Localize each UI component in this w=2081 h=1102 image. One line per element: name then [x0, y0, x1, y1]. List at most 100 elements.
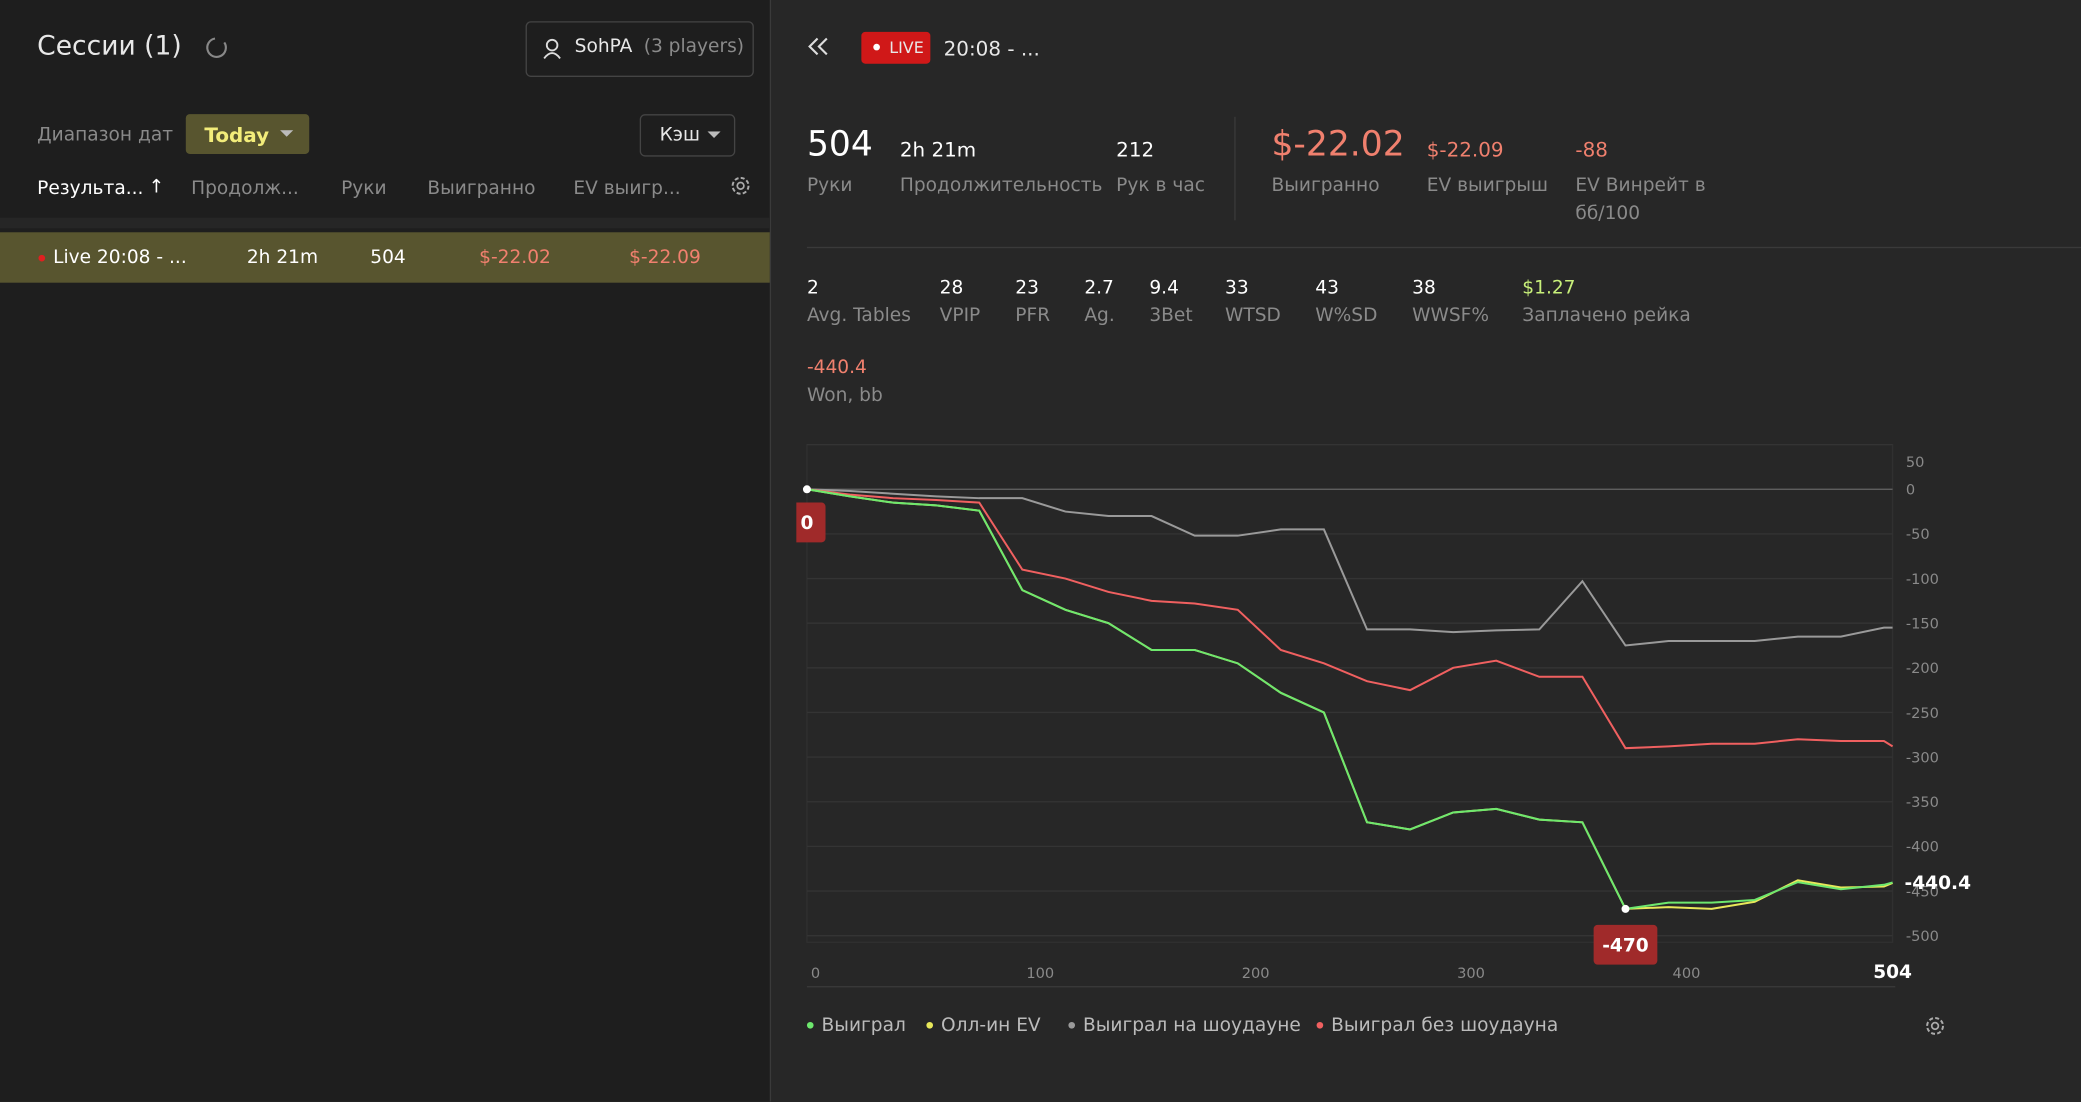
y-tick-label: -300 [1906, 749, 1939, 766]
legend-label: Выиграл [821, 1015, 906, 1037]
live-text: LIVE [889, 38, 924, 58]
stat-label: EV выигрыш [1426, 175, 1549, 197]
stat-value: 2 [806, 277, 819, 299]
legend-dot [1068, 1021, 1076, 1029]
y-tick-label: -50 [1906, 526, 1930, 543]
player-button[interactable]: SohPA (3 players) [525, 21, 754, 77]
series-line [806, 488, 1893, 647]
divider [1234, 116, 1236, 221]
point-marker [802, 485, 811, 494]
stat-value: 504 [806, 124, 873, 165]
cell: Live 20:08 - ... [53, 246, 187, 269]
date-range-label: Диапазон дат [37, 124, 174, 146]
stat-value: -440.4 [806, 357, 867, 379]
legend-label: Выиграл на шоудауне [1082, 1015, 1301, 1037]
stat-label: W%SD [1315, 305, 1378, 327]
stat-value: 212 [1116, 138, 1155, 162]
stat-value: 2.7 [1084, 277, 1114, 299]
column-header: Руки [341, 177, 387, 200]
y-tick-label: 0 [1906, 482, 1915, 499]
stat-label: Avg. Tables [806, 305, 911, 327]
session-title: 20:08 - ... [943, 37, 1040, 62]
cell: 504 [370, 246, 406, 269]
stat-value: $1.27 [1522, 277, 1576, 299]
stat-value: 33 [1225, 277, 1249, 299]
stat-value: 23 [1015, 277, 1039, 299]
y-tick-label: -100 [1906, 571, 1939, 588]
stat-value: $-22.09 [1426, 138, 1504, 162]
chart: 50 0 -50 -100 -150 -200 -250 -300 -350 -400 -450 -5… [796, 443, 1972, 983]
legend-label: Выиграл без шоудауна [1331, 1015, 1559, 1037]
x-tick-label: 100 [1026, 965, 1054, 982]
collapse-button[interactable] [807, 36, 831, 57]
cell: $-22.09 [629, 246, 701, 269]
annotation: -470 [1602, 935, 1649, 956]
game-type: Кэш [659, 124, 701, 146]
live-dot [38, 254, 46, 262]
column-header: EV выигр... [573, 177, 681, 200]
legend-dot [1316, 1021, 1324, 1029]
y-tick-label: 50 [1906, 454, 1925, 471]
player-name: SohPA [574, 35, 633, 58]
live-dot [873, 43, 880, 51]
x-tick-label: 504 [1873, 962, 1912, 983]
stat-label: VPIP [939, 305, 981, 327]
column-header: Выигранно [427, 177, 536, 200]
stat-label: EV Винрейт в бб/100 [1575, 175, 1706, 225]
y-tick-label: -400 [1906, 839, 1939, 856]
annotation: 0 [800, 513, 813, 534]
stat-label: Выигранно [1271, 175, 1380, 197]
stat-value: 9.4 [1149, 277, 1179, 299]
player-count: (3 players) [643, 35, 745, 58]
legend-dot [926, 1021, 934, 1029]
settings-icon[interactable] [1923, 1014, 1947, 1038]
date-range-value: Today [204, 123, 270, 148]
annotation-box [1593, 924, 1658, 965]
stat-label: Заплачено рейка [1522, 305, 1691, 327]
stat-label: Won, bb [806, 384, 883, 407]
stat-label: Ag. [1084, 305, 1115, 327]
refresh-icon[interactable] [204, 35, 231, 62]
stat-label: WTSD [1225, 305, 1281, 327]
stat-label: Руки [806, 175, 853, 197]
y-tick-label: -250 [1906, 705, 1939, 722]
x-tick-label: 300 [1457, 965, 1485, 982]
stat-label: Рук в час [1116, 175, 1205, 197]
x-tick-label: 400 [1673, 965, 1701, 982]
series-line [806, 488, 1893, 910]
stat-value: -88 [1575, 138, 1608, 162]
stat-value: $-22.02 [1271, 124, 1405, 165]
stat-value: 38 [1412, 277, 1436, 299]
stat-value: 43 [1315, 277, 1339, 299]
x-tick-label: 200 [1242, 965, 1270, 982]
game-type-select[interactable]: Кэш [639, 114, 736, 157]
end-value-label: -440.4 [1905, 873, 1972, 894]
cell: $-22.02 [479, 246, 551, 269]
y-tick-label: -500 [1906, 928, 1939, 945]
player-icon [543, 38, 561, 59]
divider [0, 217, 770, 229]
legend-label: Олл-ин EV [940, 1015, 1041, 1037]
session-row[interactable] [0, 232, 770, 283]
sort-arrow: ↑ [148, 176, 165, 198]
point-marker [1621, 904, 1630, 913]
y-tick-label: -150 [1906, 615, 1939, 632]
x-tick-label: 0 [811, 965, 820, 982]
divider [806, 246, 2081, 249]
live-badge: LIVE [861, 31, 931, 64]
y-tick-label: -350 [1906, 794, 1939, 811]
stat-value: 28 [939, 277, 964, 299]
y-tick-label: -200 [1906, 660, 1939, 677]
stat-value: 2h 21m [899, 138, 977, 162]
settings-icon[interactable] [729, 174, 753, 198]
panel-title: Сессии (1) [37, 29, 182, 62]
column-header: Результа... [37, 177, 144, 200]
dropdown-arrow [280, 130, 294, 137]
stat-label: PFR [1015, 305, 1051, 327]
cell: 2h 21m [246, 246, 319, 269]
plot-area [806, 443, 1894, 943]
column-header: Продолж... [191, 177, 299, 200]
date-range-select[interactable]: Today [185, 114, 310, 154]
